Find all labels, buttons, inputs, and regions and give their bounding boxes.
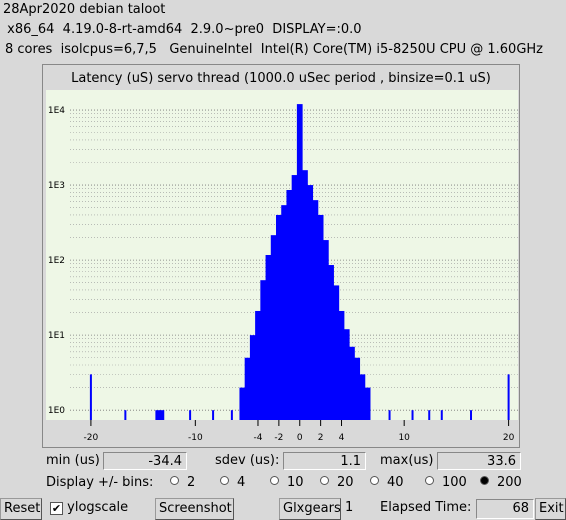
- radio-dot[interactable]: [220, 476, 229, 485]
- x-tick-label: -2: [274, 433, 283, 443]
- bins-radio[interactable]: 4: [220, 475, 245, 491]
- bins-radio[interactable]: 40: [370, 475, 404, 491]
- x-tick-label: 20: [503, 433, 515, 443]
- y-tick-label: 1E0: [48, 406, 65, 416]
- histogram-bar: [317, 214, 324, 420]
- histogram-bar: [359, 374, 366, 420]
- histogram-bar: [291, 175, 298, 420]
- elapsed-value: 68: [476, 499, 534, 519]
- histogram-bar: [249, 335, 256, 420]
- screenshot-button[interactable]: Screenshot: [155, 498, 234, 520]
- histogram-bar: [354, 357, 361, 420]
- histogram-bar: [338, 310, 345, 420]
- histogram-bar: [155, 410, 161, 420]
- radio-label: 100: [442, 475, 467, 490]
- histogram-bar: [286, 189, 293, 420]
- max-label: max(us): [380, 453, 434, 468]
- histogram-bar: [255, 310, 261, 420]
- y-tick-label: 1E4: [48, 106, 65, 116]
- chart: Latency (uS) servo thread (1000.0 uSec p…: [42, 64, 520, 448]
- radio-dot[interactable]: [270, 476, 279, 485]
- histogram-bar: [212, 410, 215, 420]
- exit-button[interactable]: Exit: [535, 498, 566, 520]
- ylogscale-checkbox[interactable]: ✔ ylogscale: [50, 500, 128, 516]
- radio-label: 10: [287, 475, 304, 490]
- radio-dot[interactable]: [320, 476, 329, 485]
- radio-dot[interactable]: [370, 476, 379, 485]
- histogram-bar: [507, 374, 510, 420]
- checkbox-box[interactable]: ✔: [50, 502, 63, 515]
- radio-dot[interactable]: [170, 476, 179, 485]
- histogram-bar: [312, 200, 319, 420]
- y-tick-label: 1E3: [48, 181, 65, 191]
- histogram-bar: [328, 265, 334, 420]
- glxgears-button[interactable]: Glxgears: [279, 498, 341, 520]
- x-tick-label: -20: [84, 433, 99, 443]
- histogram-bar: [89, 374, 92, 420]
- histogram-bar: [349, 346, 355, 420]
- bins-radio[interactable]: 2: [170, 475, 195, 491]
- histogram-bar: [281, 205, 287, 420]
- histogram-bar: [189, 410, 192, 420]
- max-value: 33.6: [437, 452, 521, 470]
- bins-label: Display +/- bins:: [46, 475, 154, 490]
- x-tick-label: 10: [398, 433, 410, 443]
- histogram-bar: [470, 410, 473, 420]
- radio-label: 4: [237, 475, 246, 490]
- sdev-label: sdev (us):: [215, 453, 280, 468]
- histogram-bar: [322, 240, 329, 420]
- min-value: -34.4: [103, 452, 187, 470]
- histogram-bar: [388, 410, 391, 420]
- histogram-bar: [307, 185, 314, 420]
- x-tick-label: 4: [339, 433, 345, 443]
- histogram-bar: [230, 410, 233, 420]
- histogram-bar: [124, 410, 127, 420]
- min-label: min (us): [46, 453, 100, 468]
- radio-label: 2: [187, 475, 196, 490]
- bins-radio[interactable]: 10: [270, 475, 304, 491]
- x-tick-label: 2: [318, 433, 324, 443]
- bins-radio[interactable]: 200: [480, 475, 522, 491]
- histogram-bar: [428, 410, 431, 420]
- histogram-bar: [364, 387, 371, 420]
- glxgears-count: 1: [345, 500, 354, 515]
- sdev-value: 1.1: [283, 452, 366, 470]
- histogram-bar: [302, 170, 308, 420]
- histogram-bar: [440, 410, 443, 420]
- histogram-bar: [411, 410, 414, 420]
- header-line: 28Apr2020 debian taloot: [3, 2, 166, 17]
- histogram-bar: [244, 357, 251, 420]
- histogram-bar: [296, 104, 303, 420]
- x-tick-label: -4: [253, 433, 262, 443]
- bins-radio[interactable]: 20: [320, 475, 354, 491]
- y-tick-label: 1E2: [48, 256, 65, 266]
- header-line: x86_64 4.19.0-8-rt-amd64 2.9.0~pre0 DISP…: [3, 22, 362, 37]
- histogram-bar: [260, 280, 267, 420]
- ylogscale-label: ylogscale: [67, 500, 129, 515]
- histogram-bar: [270, 235, 277, 420]
- radio-label: 200: [497, 475, 522, 490]
- x-tick-label: -10: [188, 433, 203, 443]
- y-tick-label: 1E1: [48, 331, 65, 341]
- histogram-bar: [343, 329, 350, 420]
- radio-dot[interactable]: [425, 476, 434, 485]
- histogram-bar: [276, 214, 282, 420]
- header-line: 8 cores isolcpus=6,7,5 GenuineIntel Inte…: [5, 42, 544, 57]
- radio-label: 20: [337, 475, 354, 490]
- radio-label: 40: [387, 475, 404, 490]
- radio-dot[interactable]: [480, 476, 489, 485]
- x-tick-label: 0: [297, 433, 303, 443]
- histogram-bar: [333, 285, 340, 420]
- elapsed-label: Elapsed Time:: [380, 500, 472, 515]
- reset-button[interactable]: Reset: [0, 498, 42, 520]
- bins-radio[interactable]: 100: [425, 475, 467, 491]
- histogram-bar: [239, 387, 246, 420]
- histogram-bar: [265, 255, 272, 420]
- histogram-bar: [159, 410, 165, 420]
- chart-title: Latency (uS) servo thread (1000.0 uSec p…: [71, 71, 491, 86]
